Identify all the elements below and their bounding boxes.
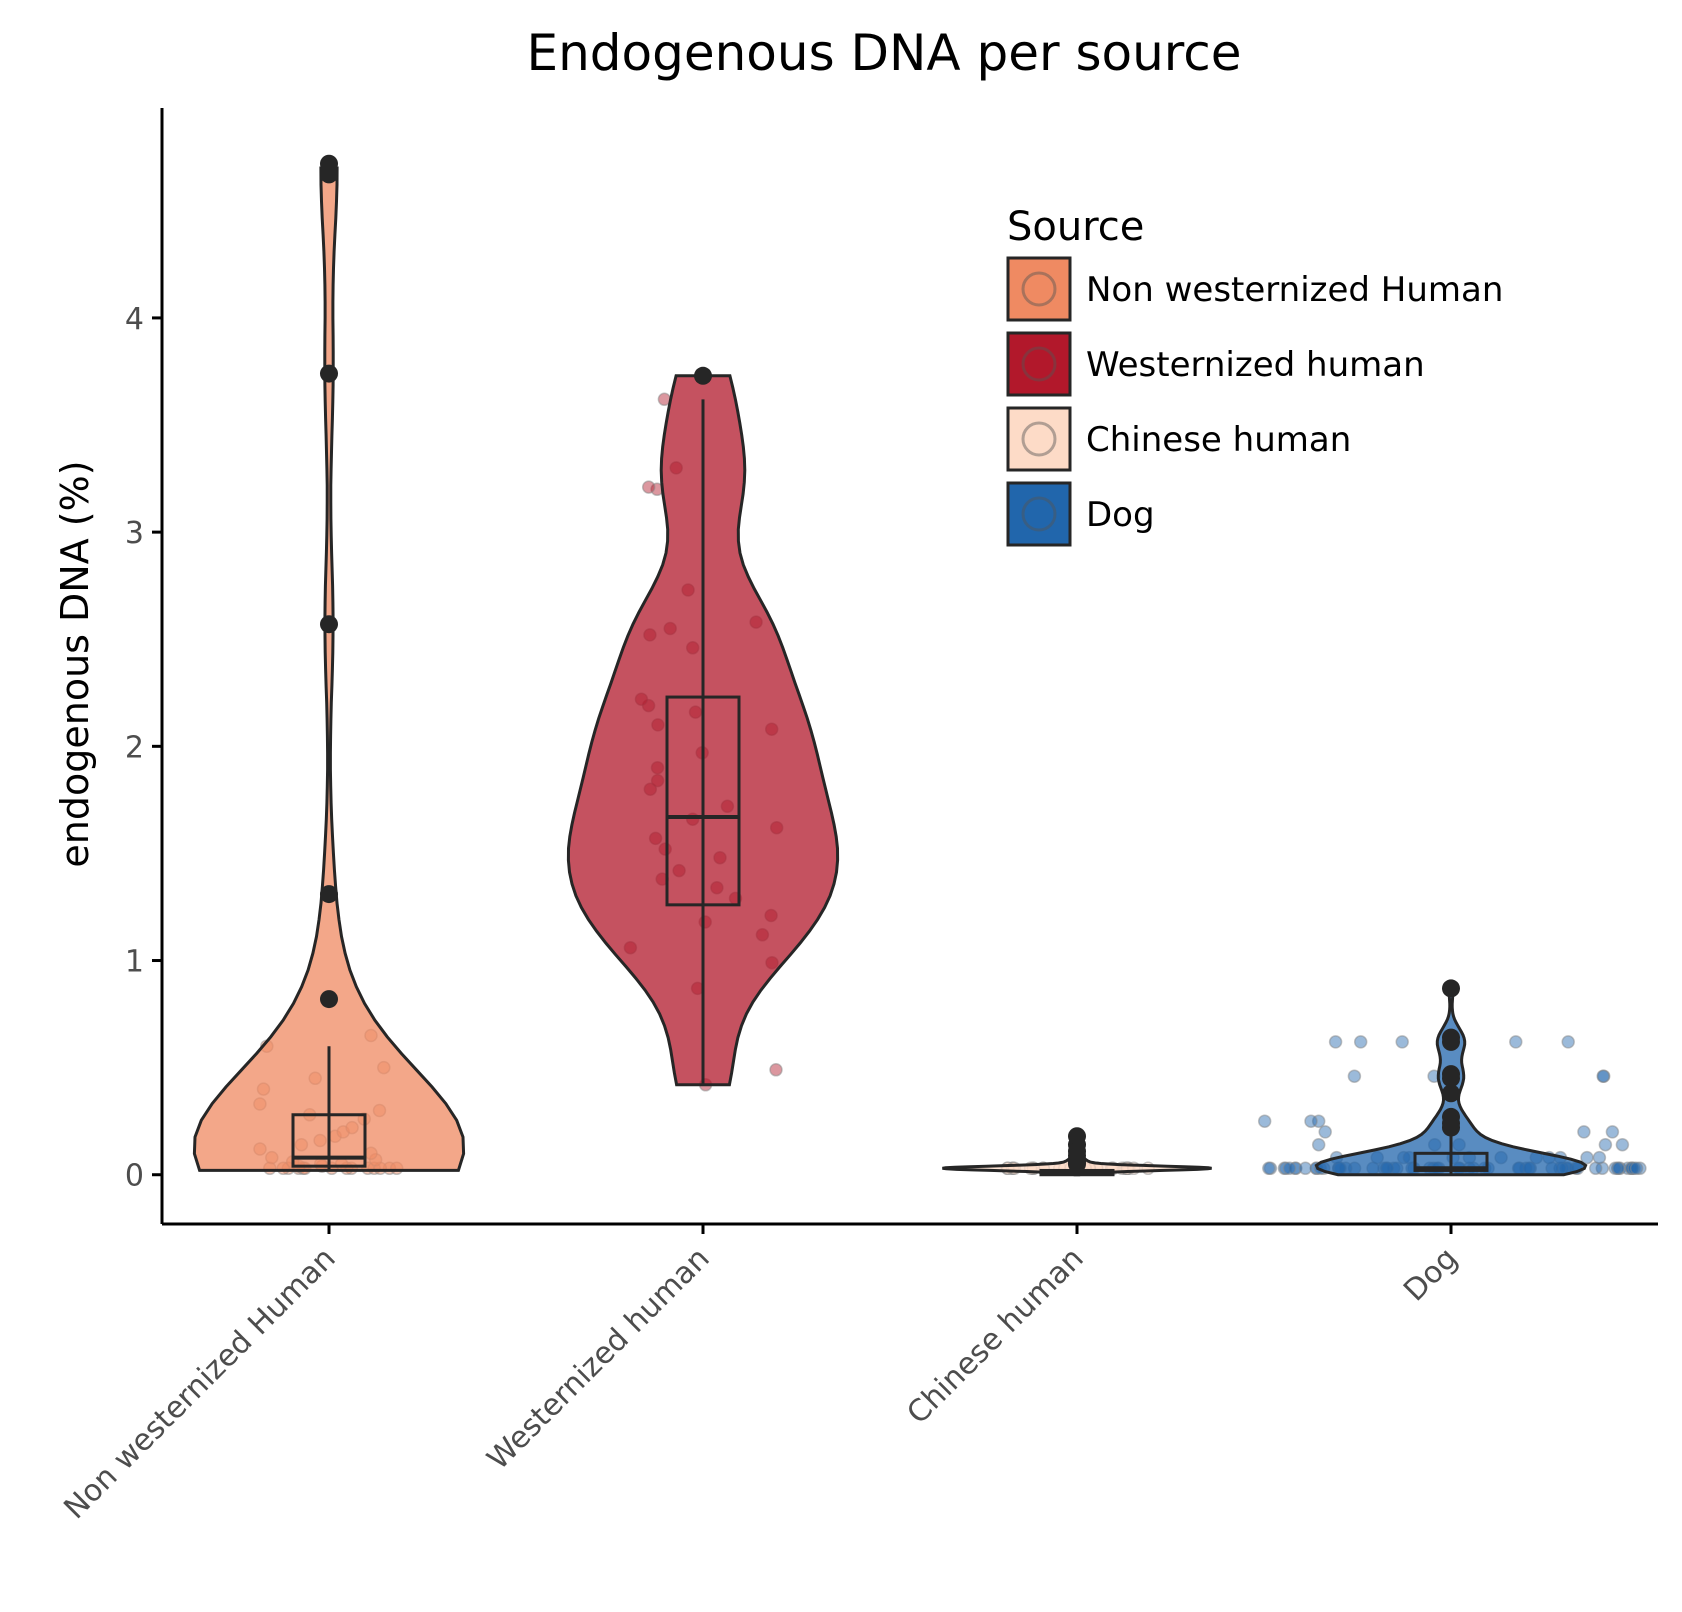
data-point	[1615, 1137, 1630, 1152]
legend-key	[1006, 406, 1072, 472]
violin-shape	[192, 166, 466, 1172]
data-point	[1278, 1161, 1293, 1176]
box-iqr	[665, 695, 741, 907]
data-point	[1577, 1125, 1591, 1139]
data-point	[1561, 1035, 1575, 1049]
legend-label: Chinese human	[1086, 420, 1351, 460]
legend-title: Source	[1007, 204, 1144, 250]
y-tick-label: 1	[125, 945, 144, 980]
data-point	[641, 480, 656, 494]
data-point	[1318, 1125, 1332, 1139]
series-group	[566, 366, 840, 1092]
series-group	[192, 154, 466, 1176]
data-point	[1257, 1114, 1272, 1128]
legend-key-point	[1021, 346, 1057, 382]
legend-key	[1006, 481, 1072, 547]
data-point	[1605, 1125, 1620, 1139]
data-point	[1347, 1069, 1362, 1083]
data-point	[1328, 1035, 1343, 1049]
outlier-point	[1442, 1118, 1460, 1137]
outlier-point	[694, 366, 712, 385]
y-tick-label: 3	[125, 516, 144, 551]
series-group	[1257, 979, 1647, 1177]
data-point	[1509, 1035, 1523, 1049]
data-point	[1592, 1150, 1607, 1165]
y-tick-label: 4	[125, 302, 144, 337]
legend-label: Non westernized Human	[1086, 270, 1503, 310]
box-iqr	[1413, 1151, 1489, 1172]
outlier-point	[1442, 1032, 1460, 1051]
outlier-point	[320, 990, 338, 1009]
box-iqr	[291, 1113, 367, 1168]
legend-label: Dog	[1086, 495, 1155, 535]
outlier-point	[1442, 979, 1460, 998]
series-group	[942, 1127, 1212, 1177]
data-point	[1598, 1137, 1613, 1152]
data-point	[1395, 1035, 1409, 1049]
outlier-point	[1442, 1069, 1460, 1088]
outlier-point	[1442, 1084, 1460, 1103]
data-point	[1282, 1161, 1297, 1176]
legend-key	[1006, 331, 1072, 397]
data-point	[1298, 1161, 1313, 1176]
y-tick-label: 0	[125, 1159, 144, 1194]
outlier-point	[320, 165, 338, 184]
data-point	[1262, 1161, 1276, 1176]
legend-key-point	[1021, 421, 1057, 457]
legend-label: Westernized human	[1086, 345, 1425, 385]
outlier-point	[320, 885, 338, 904]
legend: Source Non westernized Human Westernized …	[1006, 204, 1503, 547]
outlier-point	[320, 615, 338, 634]
y-axis-title: endogenous DNA (%)	[53, 460, 97, 867]
data-point	[1611, 1161, 1626, 1176]
y-tick-label: 2	[125, 730, 144, 765]
data-point	[1304, 1114, 1318, 1128]
outlier-point	[320, 364, 338, 383]
chart-title: Endogenous DNA per source	[526, 24, 1241, 82]
legend-key-point	[1021, 496, 1057, 532]
data-point	[1596, 1069, 1610, 1083]
data-point	[1629, 1161, 1644, 1176]
legend-key	[1006, 256, 1072, 322]
data-point	[1353, 1035, 1368, 1049]
outlier-point	[1068, 1155, 1086, 1173]
data-point	[769, 1063, 783, 1077]
data-point	[1608, 1161, 1622, 1176]
data-point	[1311, 1137, 1326, 1152]
legend-key-point	[1021, 271, 1057, 307]
